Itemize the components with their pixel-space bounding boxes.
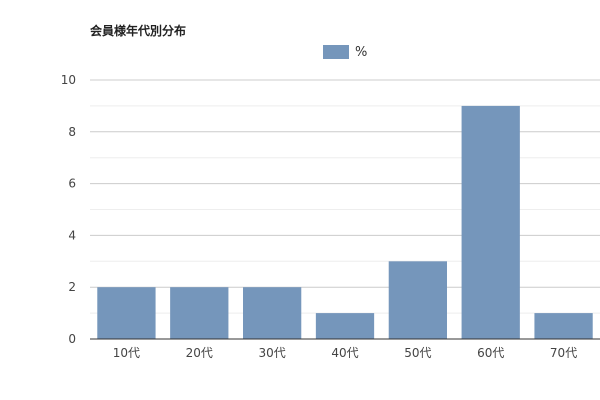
bar[interactable] (97, 287, 156, 339)
y-tick-label: 0 (68, 332, 76, 346)
bar[interactable] (243, 287, 302, 339)
bar[interactable] (170, 287, 229, 339)
y-tick-label: 8 (68, 125, 76, 139)
legend: % (323, 45, 367, 60)
x-tick-label: 60代 (477, 346, 504, 360)
bars (97, 105, 593, 340)
y-tick-label: 10 (61, 73, 76, 87)
bar[interactable] (388, 261, 447, 339)
x-tick-label: 30代 (259, 346, 286, 360)
chart-title: 会員様年代別分布 (90, 24, 187, 38)
x-axis-ticks: 10代 20代 30代 40代 50代 60代 70代 (113, 346, 577, 360)
bar[interactable] (461, 105, 520, 340)
y-axis-ticks: 0 2 4 6 8 10 (61, 73, 76, 346)
bar[interactable] (315, 313, 375, 339)
x-tick-label: 10代 (113, 346, 140, 360)
x-tick-label: 40代 (331, 346, 358, 360)
y-tick-label: 4 (68, 228, 76, 242)
y-tick-label: 2 (68, 280, 76, 294)
x-tick-label: 70代 (550, 346, 577, 360)
legend-swatch (323, 45, 349, 59)
grid-lines (90, 79, 600, 314)
bar[interactable] (534, 313, 593, 339)
legend-label: % (355, 45, 367, 60)
x-tick-label: 20代 (186, 346, 213, 360)
x-tick-label: 50代 (404, 346, 431, 360)
y-tick-label: 6 (68, 177, 76, 191)
